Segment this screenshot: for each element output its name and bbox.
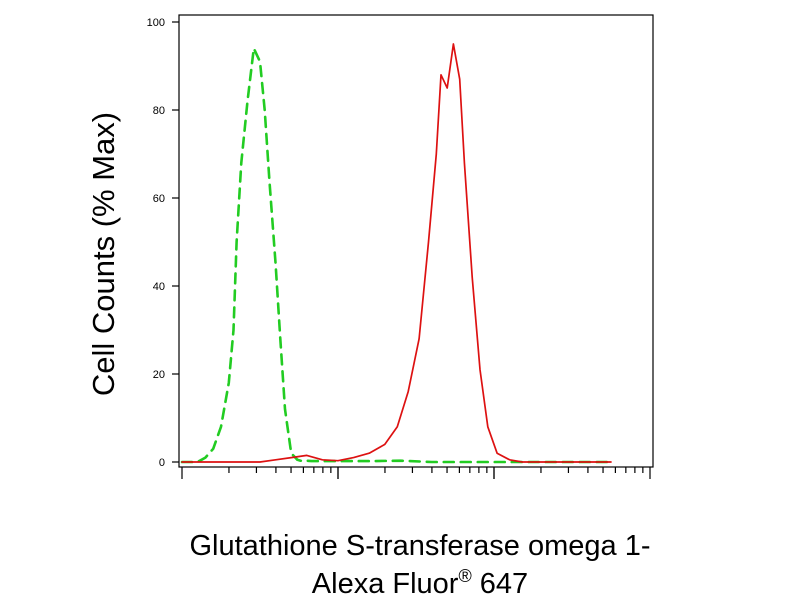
y-axis-label: Cell Counts (% Max) xyxy=(86,112,121,396)
y-tick-label: 60 xyxy=(153,193,165,205)
registered-mark: ® xyxy=(458,566,471,586)
x-axis-label-line2: Alexa Fluor® 647 xyxy=(312,566,528,600)
y-tick-label: 40 xyxy=(153,281,165,293)
x-axis-label-line2-main: Alexa Fluor xyxy=(312,568,459,600)
y-axis: 0 20 40 60 80 100 xyxy=(147,17,179,469)
plot-frame xyxy=(178,14,654,468)
x-axis-label-line1: Glutathione S-transferase omega 1- xyxy=(189,530,650,562)
series-layer xyxy=(180,43,613,464)
series-line-dashed-green xyxy=(180,47,613,464)
y-tick-label: 20 xyxy=(153,369,165,381)
y-tick-label: 0 xyxy=(159,457,165,469)
x-axis-label-line2-end: 647 xyxy=(472,568,528,600)
x-axis xyxy=(181,467,651,479)
series-line-solid-red xyxy=(181,43,612,463)
y-tick-label: 100 xyxy=(147,17,165,29)
y-tick-label: 80 xyxy=(153,105,165,117)
